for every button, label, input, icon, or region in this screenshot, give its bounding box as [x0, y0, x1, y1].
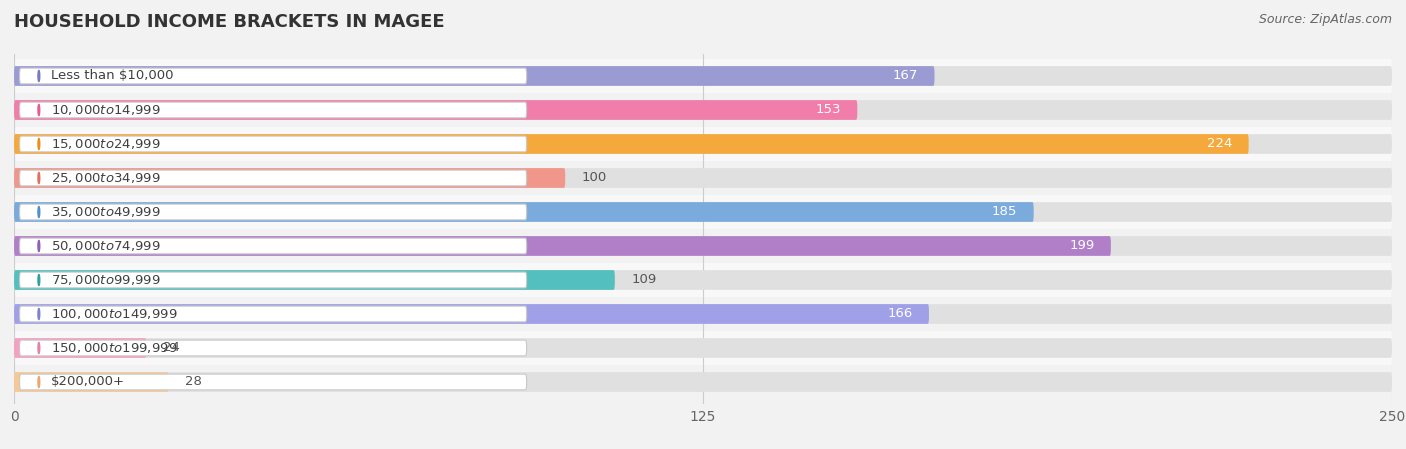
FancyBboxPatch shape	[14, 66, 935, 86]
Text: Source: ZipAtlas.com: Source: ZipAtlas.com	[1258, 13, 1392, 26]
Text: 199: 199	[1069, 239, 1094, 252]
FancyBboxPatch shape	[14, 134, 1249, 154]
Text: 167: 167	[893, 70, 918, 83]
FancyBboxPatch shape	[20, 68, 527, 84]
FancyBboxPatch shape	[14, 372, 1392, 392]
Bar	[14, 127, 1392, 161]
Text: Less than $10,000: Less than $10,000	[51, 70, 173, 83]
Text: 153: 153	[815, 103, 841, 116]
FancyBboxPatch shape	[14, 338, 146, 358]
Circle shape	[38, 308, 39, 320]
Text: 100: 100	[582, 172, 607, 185]
Text: $200,000+: $200,000+	[51, 375, 125, 388]
Bar	[14, 93, 1392, 127]
Circle shape	[38, 376, 39, 387]
Bar	[14, 229, 1392, 263]
Circle shape	[38, 138, 39, 150]
FancyBboxPatch shape	[14, 304, 929, 324]
FancyBboxPatch shape	[14, 66, 1392, 86]
Text: $75,000 to $99,999: $75,000 to $99,999	[51, 273, 160, 287]
Bar	[14, 331, 1392, 365]
FancyBboxPatch shape	[20, 170, 527, 186]
Bar	[14, 59, 1392, 93]
FancyBboxPatch shape	[14, 270, 614, 290]
Text: $35,000 to $49,999: $35,000 to $49,999	[51, 205, 160, 219]
Circle shape	[38, 105, 39, 115]
Text: 28: 28	[186, 375, 202, 388]
FancyBboxPatch shape	[20, 204, 527, 220]
Circle shape	[38, 172, 39, 184]
Text: 24: 24	[163, 342, 180, 355]
FancyBboxPatch shape	[14, 168, 565, 188]
Bar	[14, 297, 1392, 331]
Bar	[14, 195, 1392, 229]
FancyBboxPatch shape	[20, 340, 527, 356]
Circle shape	[38, 207, 39, 217]
FancyBboxPatch shape	[14, 304, 1392, 324]
FancyBboxPatch shape	[14, 338, 1392, 358]
Text: 109: 109	[631, 273, 657, 286]
Bar	[14, 161, 1392, 195]
Text: 185: 185	[991, 206, 1017, 219]
Text: $150,000 to $199,999: $150,000 to $199,999	[51, 341, 177, 355]
Circle shape	[38, 241, 39, 251]
Text: HOUSEHOLD INCOME BRACKETS IN MAGEE: HOUSEHOLD INCOME BRACKETS IN MAGEE	[14, 13, 444, 31]
FancyBboxPatch shape	[20, 374, 527, 390]
Text: 166: 166	[887, 308, 912, 321]
FancyBboxPatch shape	[20, 102, 527, 118]
Circle shape	[38, 343, 39, 353]
Text: $50,000 to $74,999: $50,000 to $74,999	[51, 239, 160, 253]
FancyBboxPatch shape	[20, 272, 527, 288]
FancyBboxPatch shape	[14, 202, 1033, 222]
Text: $15,000 to $24,999: $15,000 to $24,999	[51, 137, 160, 151]
FancyBboxPatch shape	[14, 236, 1111, 256]
FancyBboxPatch shape	[14, 100, 858, 120]
FancyBboxPatch shape	[14, 236, 1392, 256]
FancyBboxPatch shape	[14, 134, 1392, 154]
Text: $100,000 to $149,999: $100,000 to $149,999	[51, 307, 177, 321]
FancyBboxPatch shape	[14, 168, 1392, 188]
FancyBboxPatch shape	[20, 238, 527, 254]
Bar	[14, 263, 1392, 297]
FancyBboxPatch shape	[14, 202, 1392, 222]
Circle shape	[38, 274, 39, 286]
FancyBboxPatch shape	[20, 136, 527, 152]
Text: 224: 224	[1206, 137, 1232, 150]
Text: $25,000 to $34,999: $25,000 to $34,999	[51, 171, 160, 185]
Bar	[14, 365, 1392, 399]
FancyBboxPatch shape	[14, 100, 1392, 120]
Text: $10,000 to $14,999: $10,000 to $14,999	[51, 103, 160, 117]
FancyBboxPatch shape	[14, 270, 1392, 290]
FancyBboxPatch shape	[14, 372, 169, 392]
Circle shape	[38, 70, 39, 82]
FancyBboxPatch shape	[20, 306, 527, 322]
